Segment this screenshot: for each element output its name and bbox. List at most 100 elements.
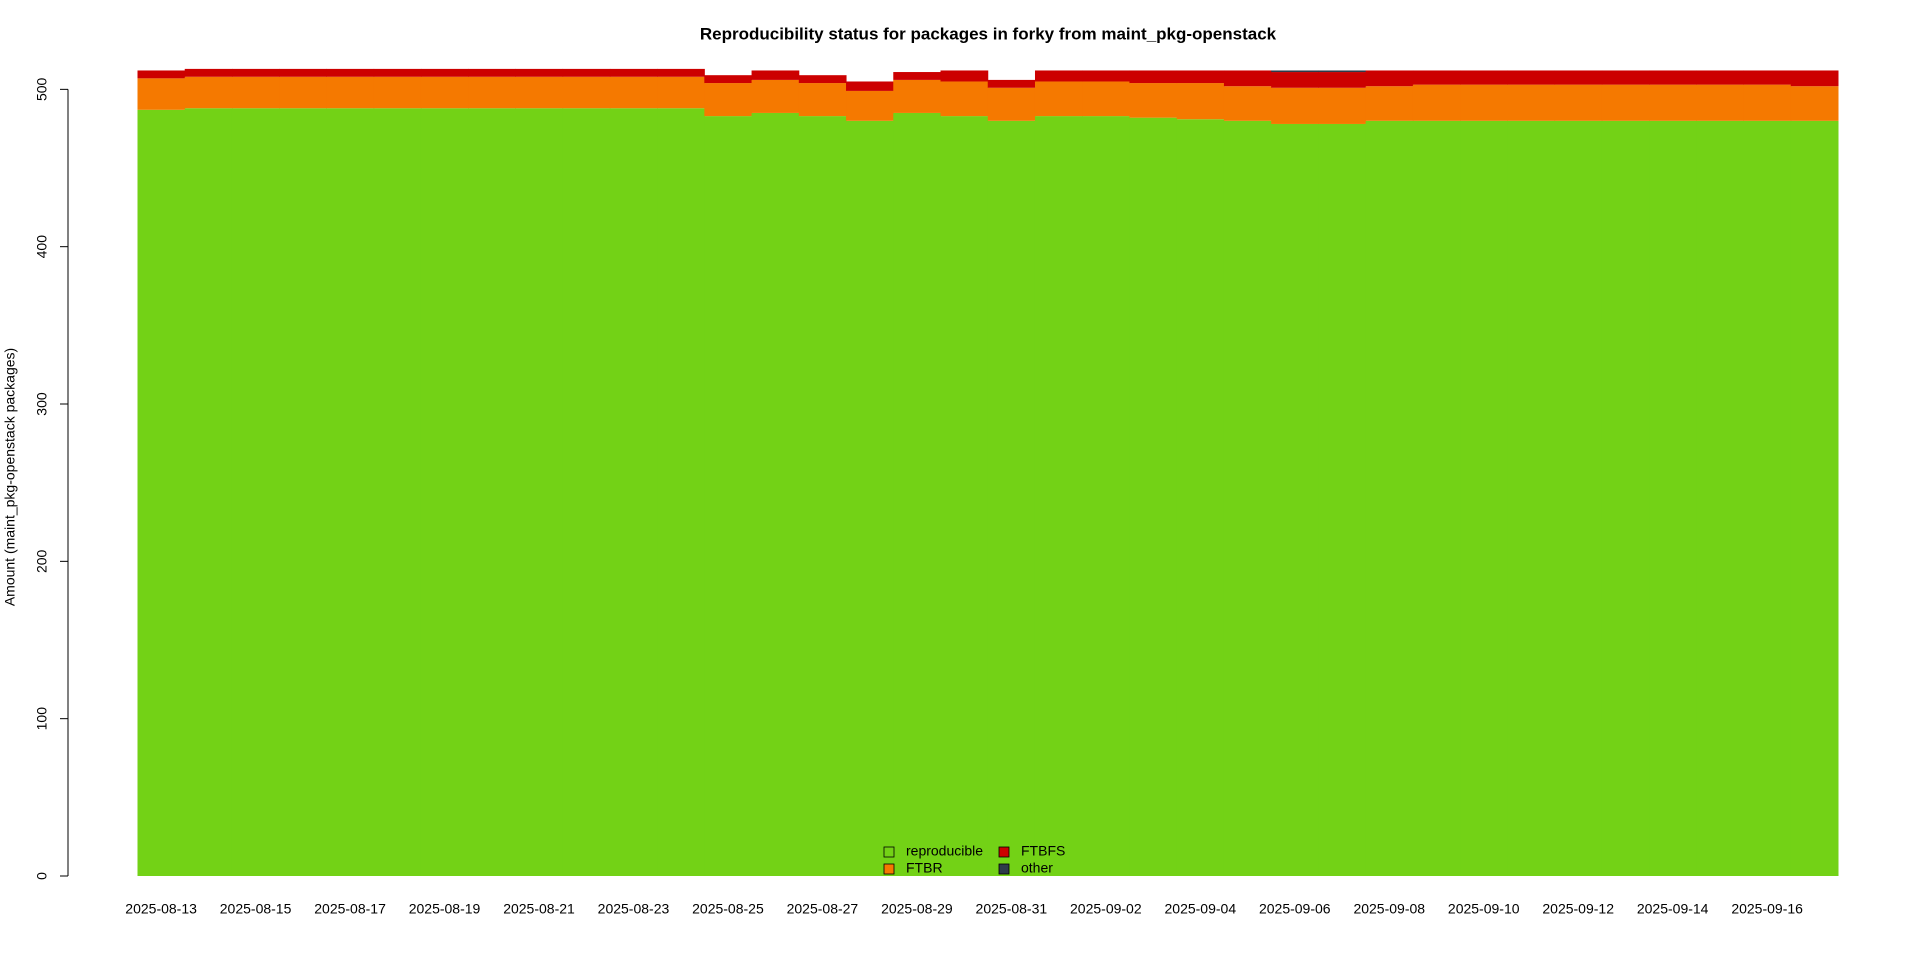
area-segment (1271, 123, 1319, 877)
area-segment (279, 76, 327, 109)
x-tick-label: 2025-08-17 (314, 901, 386, 917)
y-tick-label: 100 (34, 707, 50, 731)
area-segment (1176, 70, 1225, 84)
area-segment (468, 76, 516, 109)
area-segment (1790, 120, 1839, 877)
area-segment (1743, 70, 1792, 85)
area-segment (893, 112, 942, 876)
area-segment (657, 68, 705, 77)
area-segment (373, 68, 422, 77)
area-segment (657, 108, 705, 876)
legend-label: FTBR (906, 860, 943, 876)
x-tick-label: 2025-09-12 (1542, 901, 1614, 917)
x-tick-label: 2025-09-14 (1637, 901, 1709, 917)
area-segment (1223, 120, 1272, 877)
area-segment (326, 108, 375, 876)
area-segment (1082, 81, 1130, 117)
area-segment (184, 68, 233, 77)
chart-title: Reproducibility status for packages in f… (700, 24, 1277, 43)
area-segment (231, 68, 280, 77)
area-segment (562, 108, 611, 876)
x-tick-label: 2025-08-31 (976, 901, 1048, 917)
area-segment (609, 68, 658, 77)
area-segment (1790, 86, 1839, 121)
area-segment (137, 109, 186, 876)
area-segment (609, 108, 658, 876)
area-segment (798, 75, 847, 84)
area-segment (562, 68, 611, 77)
area-segment (1460, 70, 1508, 85)
x-tick-label: 2025-08-29 (881, 901, 953, 917)
area-segment (1412, 120, 1461, 877)
x-tick-label: 2025-08-25 (692, 901, 764, 917)
area-segment (420, 108, 469, 876)
area-segment (798, 116, 847, 877)
area-segment (1223, 70, 1272, 87)
area-segment (231, 108, 280, 876)
area-segment (704, 116, 753, 877)
area-segment (609, 76, 658, 109)
legend-swatch (883, 863, 895, 875)
x-tick-label: 2025-08-23 (598, 901, 670, 917)
area-segment (515, 76, 564, 109)
area-segment (1507, 70, 1556, 85)
area-segment (846, 120, 894, 877)
legend-label: FTBFS (1021, 843, 1065, 859)
area-segment (1129, 83, 1178, 118)
area-segment (468, 68, 516, 77)
area-segment (1790, 70, 1839, 87)
area-segment (704, 83, 753, 117)
area-segment (184, 108, 233, 876)
area-segment (1412, 84, 1461, 121)
area-segment (184, 76, 233, 109)
area-segment (1176, 119, 1225, 877)
area-segment (846, 81, 894, 91)
y-tick-label: 500 (34, 77, 50, 101)
area-segment (326, 76, 375, 109)
area-segment (1743, 120, 1792, 877)
area-segment (326, 68, 375, 77)
legend-swatch (998, 846, 1010, 858)
area-segment (1318, 70, 1367, 73)
area-segment (798, 83, 847, 117)
area-segment (1034, 116, 1083, 877)
area-segment (657, 76, 705, 109)
y-tick-label: 300 (34, 392, 50, 416)
area-segment (1129, 117, 1178, 876)
area-segment (987, 120, 1036, 877)
area-segment (279, 108, 327, 876)
area-segment (704, 75, 753, 84)
x-tick-label: 2025-09-02 (1070, 901, 1142, 917)
area-segment (1554, 70, 1603, 85)
x-tick-label: 2025-08-13 (125, 901, 197, 917)
area-segment (1601, 120, 1650, 877)
area-segment (515, 68, 564, 77)
area-segment (1271, 70, 1319, 73)
area-segment (1223, 86, 1272, 121)
area-segment (420, 76, 469, 109)
area-segment (1743, 84, 1792, 121)
area-segment (940, 81, 989, 117)
x-tick-label: 2025-09-16 (1731, 901, 1803, 917)
area-segment (751, 112, 800, 876)
x-tick-label: 2025-09-06 (1259, 901, 1331, 917)
legend-label: reproducible (906, 843, 983, 859)
area-segment (1696, 70, 1745, 85)
area-segment (1649, 70, 1697, 85)
area-segment (1601, 70, 1650, 85)
x-tick-label: 2025-08-21 (503, 901, 575, 917)
area-segment (137, 78, 186, 110)
area-segment (1649, 84, 1697, 121)
area-segment (562, 76, 611, 109)
area-segment (1507, 84, 1556, 121)
area-segment (940, 70, 989, 82)
area-segment (1554, 84, 1603, 121)
area-segment (1365, 70, 1414, 87)
area-segment (1554, 120, 1603, 877)
area-segment (1460, 120, 1508, 877)
area-segment (1696, 84, 1745, 121)
area-segment (515, 108, 564, 876)
area-segment (373, 108, 422, 876)
area-segment (987, 79, 1036, 88)
